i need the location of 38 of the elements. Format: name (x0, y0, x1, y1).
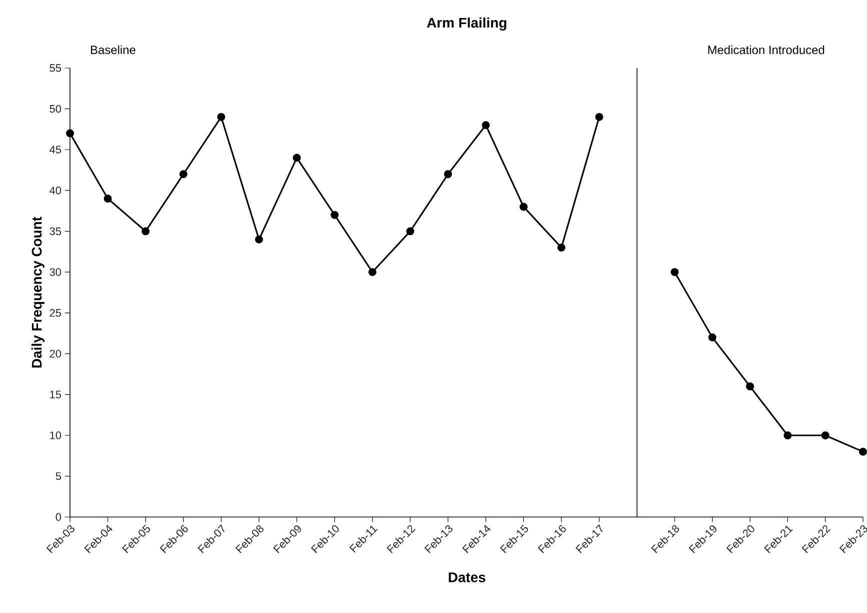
text: Medication Introduced (708, 45, 824, 54)
y-tick-label: 35 (50, 227, 62, 236)
y-tick-label: 25 (50, 309, 62, 317)
point (670, 268, 679, 276)
y-tick-label: 15 (50, 390, 62, 398)
point (444, 170, 452, 178)
point (255, 235, 264, 244)
point (708, 333, 716, 342)
point (406, 227, 414, 236)
point (557, 244, 566, 252)
point (179, 170, 188, 178)
x-axis-title: Dates (448, 572, 486, 582)
y-tick-label: 0 (56, 513, 62, 521)
point (217, 112, 226, 121)
y-tick-label: 5 (56, 472, 62, 480)
point (482, 121, 490, 130)
point (104, 194, 112, 203)
y-tick-label: 50 (50, 104, 62, 113)
text: Baseline (91, 45, 136, 54)
y-tick-label: 45 (50, 146, 62, 154)
point (66, 129, 74, 138)
point (292, 154, 301, 162)
y-tick-label: 40 (50, 186, 62, 194)
y-axis-title: Daily Frequency Count (31, 216, 44, 368)
point (330, 210, 339, 219)
y-tick-label: 20 (50, 350, 62, 358)
chart-title: Arm Flailing (426, 17, 506, 30)
point (595, 112, 604, 121)
point (368, 268, 376, 276)
point (821, 431, 830, 440)
y-tick-label: 30 (50, 268, 62, 276)
y-tick-label: 10 (50, 431, 62, 440)
point (746, 382, 754, 390)
point (859, 448, 867, 456)
point (784, 431, 792, 440)
point (142, 227, 150, 236)
point (520, 202, 528, 211)
y-tick-label: 55 (50, 64, 62, 72)
